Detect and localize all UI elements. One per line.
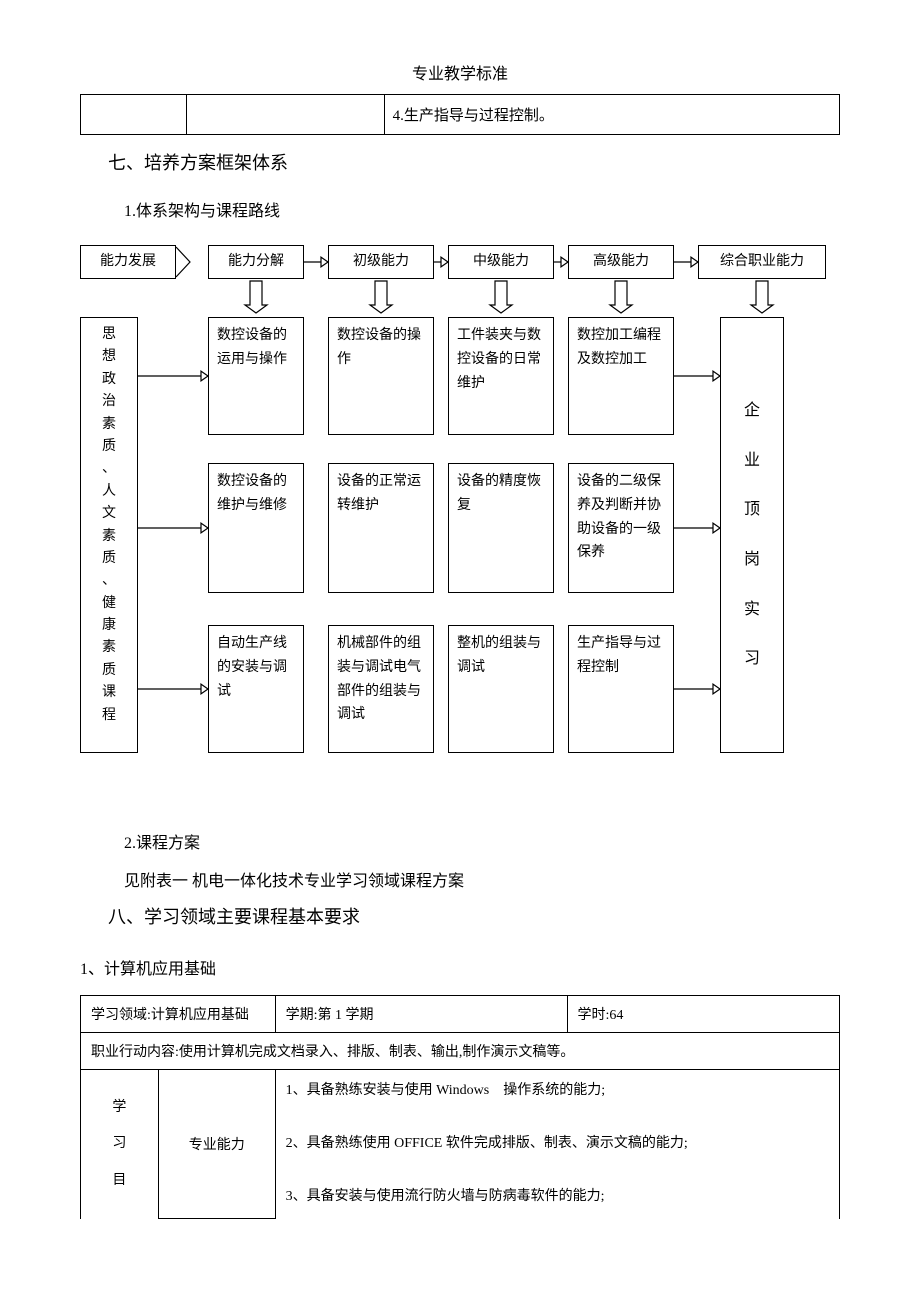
diagram-cell-r2-c1: 机械部件的组装与调试电气部件的组装与调试 — [328, 625, 434, 753]
diagram-header-5: 综合职业能力 — [698, 245, 826, 279]
diagram-header-0: 能力发展 — [80, 245, 176, 279]
diagram-header-1: 能力分解 — [208, 245, 304, 279]
diagram-cell-r0-c2: 工件装夹与数控设备的日常维护 — [448, 317, 554, 435]
diagram-cell-r0-c1: 数控设备的操作 — [328, 317, 434, 435]
diagram-left-column: 思想政治素质、人文素质、健康素质课程 — [80, 317, 138, 753]
top-table-cell: 4.生产指导与过程控制。 — [384, 95, 839, 135]
section-7-heading: 七、培养方案框架体系 — [108, 149, 840, 175]
course-table: 学习领域:计算机应用基础 学期:第 1 学期 学时:64 职业行动内容:使用计算… — [80, 995, 840, 1219]
section-7-item-2-body: 见附表一 机电一体化技术专业学习领域课程方案 — [124, 867, 840, 891]
course-field: 学习领域:计算机应用基础 — [81, 996, 276, 1033]
course-action-row: 职业行动内容:使用计算机完成文档录入、排版、制表、输出,制作演示文稿等。 — [81, 1033, 840, 1070]
diagram-cell-r2-c3: 生产指导与过程控制 — [568, 625, 674, 753]
course-abilities: 1、具备熟练安装与使用 Windows 操作系统的能力; 2、具备熟练使用 OF… — [275, 1070, 839, 1219]
diagram-cell-r0-c0: 数控设备的运用与操作 — [208, 317, 304, 435]
diagram-header-3: 中级能力 — [448, 245, 554, 279]
course-term: 学期:第 1 学期 — [275, 996, 567, 1033]
diagram-cell-r0-c3: 数控加工编程及数控加工 — [568, 317, 674, 435]
diagram-right-column: 企业顶岗实习 — [720, 317, 784, 753]
page-title: 专业教学标准 — [80, 60, 840, 84]
section-7-item-2: 2.课程方案 — [124, 829, 840, 853]
diagram-cell-r1-c1: 设备的正常运转维护 — [328, 463, 434, 593]
diagram-cell-r1-c3: 设备的二级保养及判断并协助设备的一级保养 — [568, 463, 674, 593]
diagram-header-4: 高级能力 — [568, 245, 674, 279]
course-ability-label: 专业能力 — [158, 1070, 275, 1219]
top-table: 4.生产指导与过程控制。 — [80, 94, 840, 135]
framework-diagram: 能力发展能力分解初级能力中级能力高级能力综合职业能力思想政治素质、人文素质、健康… — [80, 245, 840, 805]
course-left-col: 学习目 — [81, 1070, 159, 1219]
diagram-header-2: 初级能力 — [328, 245, 434, 279]
course-hours: 学时:64 — [567, 996, 839, 1033]
section-7-item-1: 1.体系架构与课程路线 — [124, 197, 840, 221]
course-1-title: 1、计算机应用基础 — [80, 955, 840, 979]
diagram-cell-r2-c0: 自动生产线的安装与调试 — [208, 625, 304, 753]
diagram-cell-r1-c0: 数控设备的维护与维修 — [208, 463, 304, 593]
section-8-heading: 八、学习领域主要课程基本要求 — [108, 903, 840, 929]
diagram-cell-r2-c2: 整机的组装与调试 — [448, 625, 554, 753]
diagram-cell-r1-c2: 设备的精度恢复 — [448, 463, 554, 593]
